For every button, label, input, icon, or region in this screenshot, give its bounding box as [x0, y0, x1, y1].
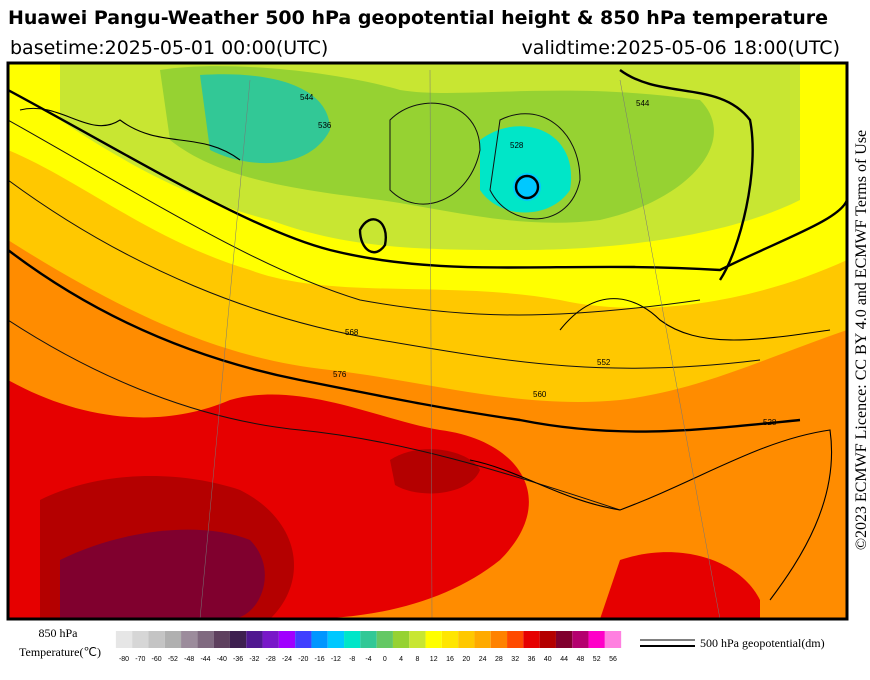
- contour-label: 576: [333, 370, 347, 379]
- colorbar-swatch: [164, 631, 182, 648]
- colorbar-swatch: [539, 631, 556, 648]
- colorbar-swatch: [181, 631, 198, 648]
- colorbar-swatch: [213, 631, 230, 648]
- colorbar-swatch: [344, 631, 361, 648]
- colorbar-label: -70: [135, 656, 145, 663]
- basetime: basetime:2025-05-01 00:00(UTC): [10, 37, 328, 59]
- colorbar-swatch: [278, 631, 296, 648]
- colorbar-label: -28: [266, 656, 276, 663]
- colorbar-swatch: [523, 631, 540, 648]
- colorbar-label: 24: [479, 656, 487, 663]
- colorbar-label: -36: [233, 656, 243, 663]
- legend-title: 850 hPa: [39, 626, 79, 640]
- colorbar-swatch: [262, 631, 279, 648]
- colorbar-label: 4: [399, 656, 403, 663]
- colorbar-swatch: [295, 631, 312, 648]
- colorbar-label: 16: [446, 656, 454, 663]
- colorbar-label: 12: [430, 656, 438, 663]
- license: ©2023 ECMWF Licence: CC BY 4.0 and ECMWF…: [853, 130, 870, 550]
- colorbar-label: -12: [331, 656, 341, 663]
- colorbar-label: 0: [383, 656, 387, 663]
- colorbar-label: -80: [119, 656, 129, 663]
- colorbar-swatch: [572, 631, 589, 648]
- colorbar-label: 36: [528, 656, 536, 663]
- colorbar-label: -20: [298, 656, 308, 663]
- contour-label: 552: [597, 358, 611, 367]
- colorbar-swatch: [507, 631, 524, 648]
- title: Huawei Pangu-Weather 500 hPa geopotentia…: [8, 7, 828, 29]
- contour-label: 544: [636, 99, 650, 108]
- colorbar-swatch: [490, 631, 508, 648]
- contour-label: 536: [318, 121, 332, 130]
- colorbar-label: -8: [349, 656, 355, 663]
- contour-label: 528: [510, 141, 524, 150]
- contour-label: 560: [533, 390, 547, 399]
- colorbar-swatch: [376, 631, 393, 648]
- colorbar-swatch: [392, 631, 410, 648]
- colorbar-label: -40: [217, 656, 227, 663]
- contour-label: 528: [763, 418, 777, 427]
- colorbar-label: 40: [544, 656, 552, 663]
- colorbar-label: 20: [462, 656, 470, 663]
- colorbar-label: 48: [577, 656, 585, 663]
- colorbar-label: -24: [282, 656, 292, 663]
- legend-title: Temperature(℃): [19, 645, 101, 659]
- validtime: validtime:2025-05-06 18:00(UTC): [521, 37, 840, 59]
- colorbar-swatch: [197, 631, 214, 648]
- contour-label: 568: [345, 328, 359, 337]
- colorbar-label: -32: [249, 656, 259, 663]
- colorbar-label: 28: [495, 656, 503, 663]
- colorbar-label: 8: [415, 656, 419, 663]
- colorbar-swatch: [588, 631, 605, 648]
- colorbar-swatch: [441, 631, 459, 648]
- colorbar-swatch: [604, 631, 622, 648]
- colorbar-label: -44: [200, 656, 210, 663]
- colorbar-label: -4: [365, 656, 371, 663]
- colorbar-label: 52: [593, 656, 601, 663]
- contour-legend-label: 500 hPa geopotential(dm): [700, 636, 825, 650]
- colorbar-swatch: [246, 631, 263, 648]
- colorbar-swatch: [132, 631, 149, 648]
- contour-label: 544: [300, 93, 314, 102]
- colorbar-swatch: [458, 631, 475, 648]
- colorbar-swatch: [555, 631, 573, 648]
- map: 544 536 528 568 576 552 560 544 528: [6, 61, 849, 621]
- colorbar-label: 32: [511, 656, 519, 663]
- colorbar-swatch: [409, 631, 426, 648]
- colorbar-swatch: [474, 631, 491, 648]
- colorbar-swatch: [311, 631, 328, 648]
- colorbar-swatch: [327, 631, 345, 648]
- colorbar-label: -16: [315, 656, 325, 663]
- colorbar-swatch: [425, 631, 442, 648]
- colorbar-swatch: [360, 631, 377, 648]
- colorbar-swatch: [229, 631, 247, 648]
- colorbar-label: -52: [168, 656, 178, 663]
- colorbar-swatch: [148, 631, 165, 648]
- colorbar-label: -48: [184, 656, 194, 663]
- colorbar-label: -60: [152, 656, 162, 663]
- colorbar-label: 56: [609, 656, 617, 663]
- legend: 850 hPa Temperature(℃) 500 hPa geopotent…: [19, 626, 825, 663]
- colorbar-swatch: [115, 631, 133, 648]
- colorbar-label: 44: [560, 656, 568, 663]
